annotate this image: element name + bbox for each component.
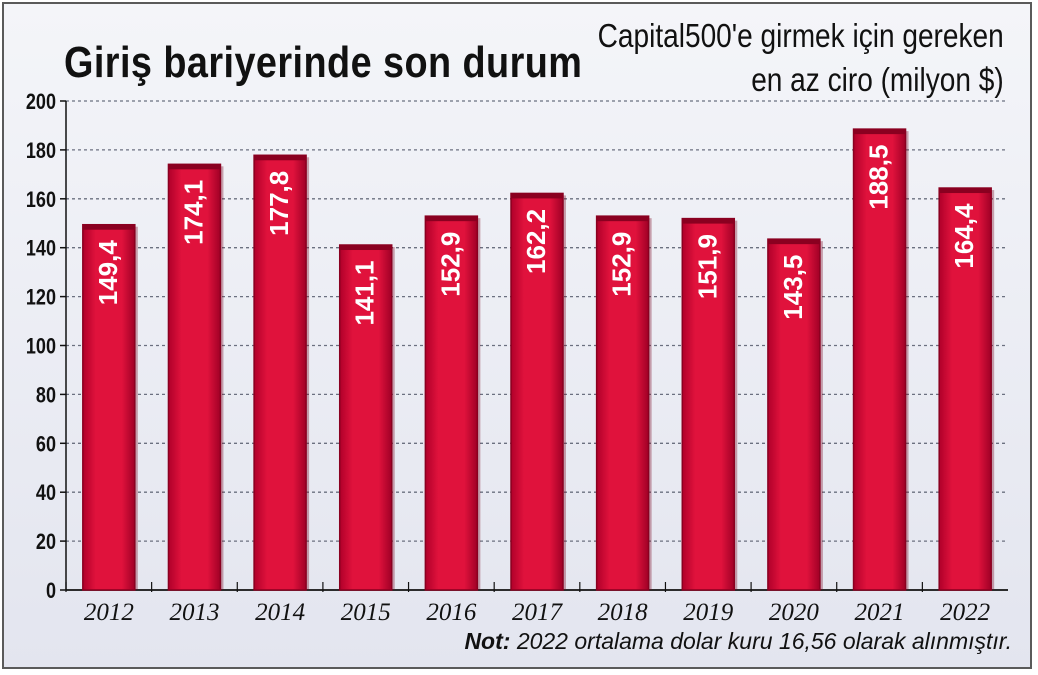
y-tick-label: 120 — [26, 286, 56, 310]
bar-value-label: 188,5 — [864, 145, 894, 210]
bar-cap — [254, 155, 307, 161]
x-tick-label: 2022 — [940, 599, 990, 626]
bar-cap — [682, 218, 735, 224]
x-tick-label: 2013 — [169, 599, 219, 626]
bar-cap — [596, 216, 649, 222]
bar-cap — [168, 164, 221, 170]
bar-value-label: 174,1 — [178, 180, 208, 245]
bar — [253, 154, 307, 591]
bar-value-label: 151,9 — [692, 234, 722, 299]
y-tick-label: 20 — [36, 531, 56, 555]
x-tick-label: 2012 — [84, 599, 134, 626]
x-tick-label: 2019 — [683, 599, 734, 626]
bar-cap — [853, 129, 906, 135]
bar-cap — [511, 193, 563, 199]
bar-value-label: 143,5 — [778, 255, 808, 320]
x-tick-label: 2018 — [598, 599, 649, 626]
bar-value-label: 152,9 — [435, 232, 465, 297]
footnote-label: Not: — [464, 628, 511, 654]
bar-value-label: 177,8 — [264, 171, 294, 236]
bar-value-label: 141,1 — [350, 260, 380, 325]
bar — [167, 163, 222, 591]
y-tick-label: 180 — [26, 139, 56, 163]
bars — [82, 128, 995, 591]
subtitle-line-1: Capital500'e girmek için gereken — [597, 17, 1004, 54]
subtitle-line-2: en az ciro (milyon $) — [751, 61, 1004, 98]
bar-cap — [767, 239, 820, 245]
y-tick-label: 60 — [36, 433, 56, 457]
bar — [82, 223, 136, 591]
y-tick-label: 160 — [26, 188, 56, 212]
bar-value-label: 152,9 — [607, 232, 637, 297]
chart-title: Giriş bariyerinde son durum — [64, 38, 583, 87]
x-tick-label: 2014 — [255, 599, 305, 626]
labels: 0 20 40 60 80 100 120 140 160 180 200 149,4 2012 174,… — [26, 90, 990, 626]
bar — [938, 187, 992, 591]
bar-value-label: 162,2 — [521, 209, 551, 274]
y-tick-label: 140 — [26, 237, 56, 261]
bar-cap — [82, 224, 135, 230]
x-tick-label: 2020 — [769, 599, 820, 626]
y-tick-label: 200 — [26, 90, 56, 114]
x-tick-label: 2021 — [855, 599, 905, 626]
y-tick-label: 100 — [26, 335, 56, 359]
bar-value-label: 164,4 — [949, 203, 979, 269]
footnote: Not: 2022 ortalama dolar kuru 16,56 olar… — [464, 628, 1012, 655]
bar-cap — [339, 245, 392, 251]
bar-value-label: 149,4 — [93, 240, 123, 306]
bar — [424, 215, 479, 591]
x-tick-label: 2016 — [426, 599, 477, 626]
bar-cap — [425, 216, 478, 222]
x-tick-label: 2017 — [512, 599, 564, 626]
y-tick-label: 40 — [36, 482, 56, 506]
y-tick-label: 80 — [36, 384, 56, 408]
bar — [852, 128, 907, 591]
bar-cap — [939, 188, 992, 194]
footnote-text: 2022 ortalama dolar kuru 16,56 olarak al… — [516, 628, 1012, 654]
x-tick-label: 2015 — [341, 599, 391, 626]
chart-subtitle: Capital500'e girmek için gereken en az c… — [598, 14, 1004, 102]
y-tick-label: 0 — [46, 579, 56, 603]
bar — [338, 244, 393, 591]
